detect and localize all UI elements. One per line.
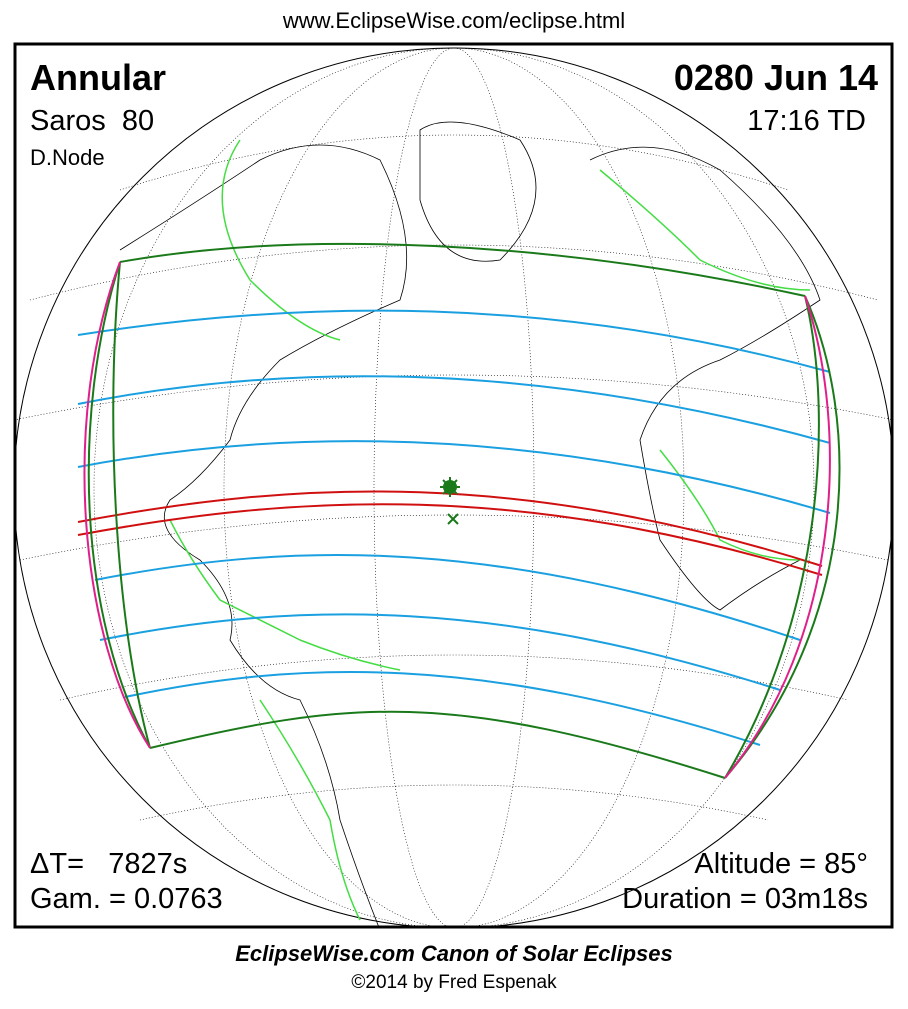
footer-title: EclipseWise.com Canon of Solar Eclipses: [235, 941, 673, 966]
time: 17:16 TD: [747, 105, 866, 137]
copyright: ©2014 by Fred Espenak: [351, 972, 557, 993]
gamma: Gam. = 0.0763: [30, 883, 223, 915]
duration: Duration = 03m18s: [622, 883, 868, 915]
delta-t: ΔT= 7827s: [30, 848, 187, 880]
date: 0280 Jun 14: [674, 57, 878, 98]
frame: [13, 42, 894, 929]
node: D.Node: [30, 145, 105, 170]
saros: Saros 80: [30, 105, 154, 137]
altitude: Altitude = 85°: [694, 848, 868, 880]
url: www.EclipseWise.com/eclipse.html: [282, 8, 625, 33]
eclipse-type: Annular: [30, 57, 166, 98]
globe: [16, 47, 891, 926]
